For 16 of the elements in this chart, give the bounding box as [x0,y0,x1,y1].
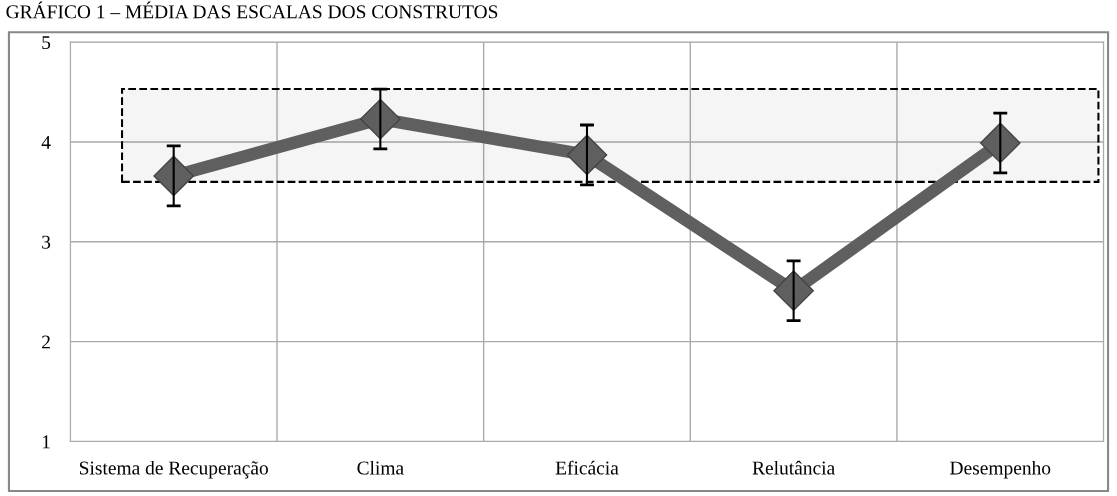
chart-title: GRÁFICO 1 – MÉDIA DAS ESCALAS DOS CONSTRUTOS [6,1,498,19]
y-tick-label: 2 [42,335,50,349]
point [979,122,1021,164]
point [153,155,195,197]
y-tick-label: 1 [42,435,50,449]
y-tick-label: 5 [42,36,51,50]
x-tick-label: Relutância [752,460,835,475]
y-tick-label: 3 [42,235,51,249]
point [566,134,608,176]
point [360,98,401,140]
y-tick-label: 4 [41,135,51,149]
x-tick-label: Desempenho [950,460,1051,479]
x-tick-label: Sistema de Recuperação [79,460,268,479]
x-tick-label: Clima [357,460,404,475]
x-tick-label: Eficácia [555,460,619,475]
point [773,270,814,312]
